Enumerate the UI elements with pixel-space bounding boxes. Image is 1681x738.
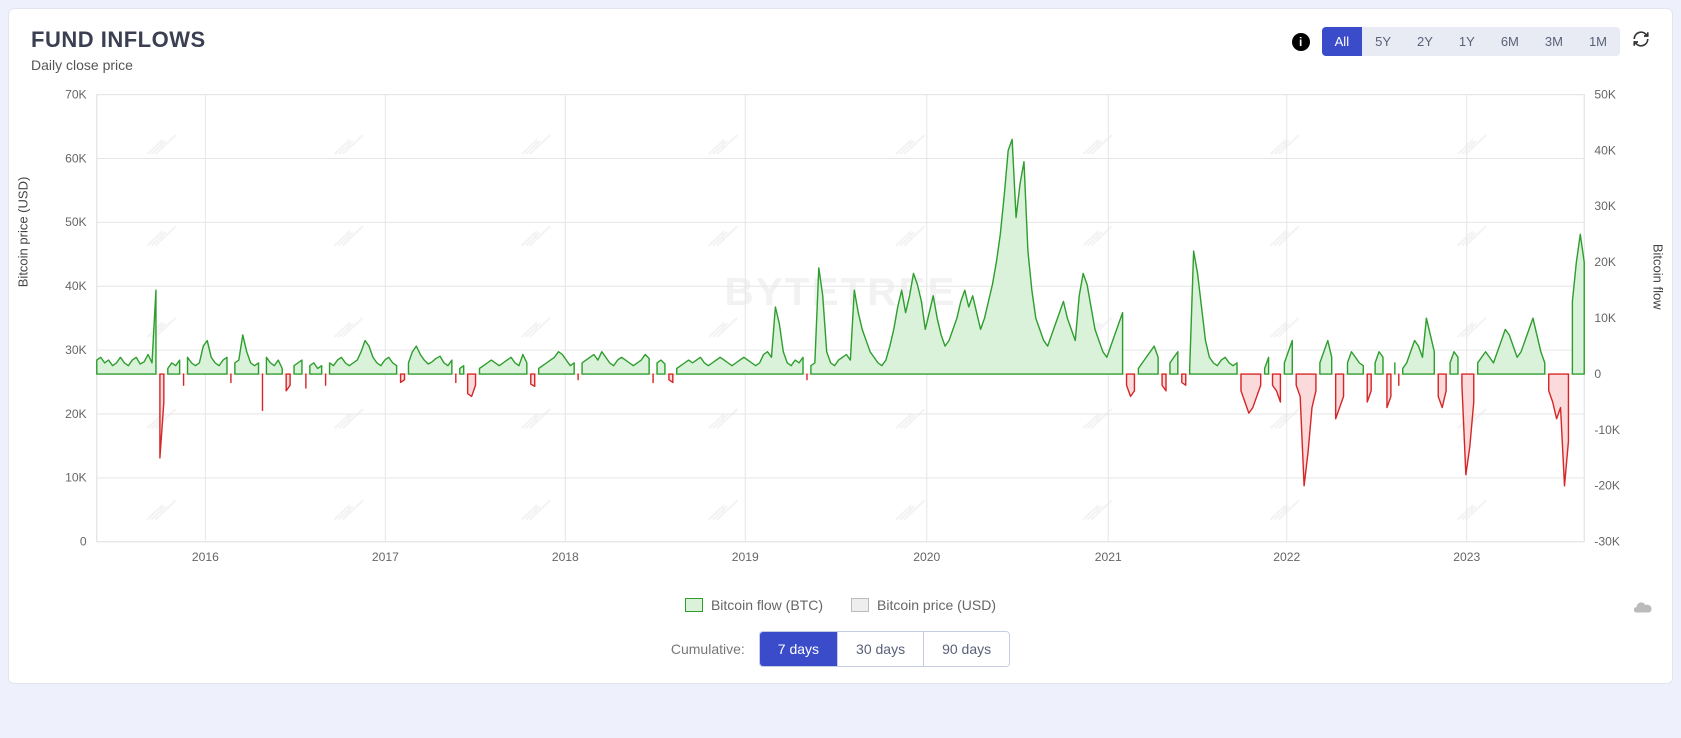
svg-text:60K: 60K xyxy=(65,152,87,166)
legend-price[interactable]: Bitcoin price (USD) xyxy=(851,597,996,613)
svg-text:-10K: -10K xyxy=(1594,423,1620,437)
chart-area: Bitcoin price (USD) Bitcoin flow BYTETRE… xyxy=(31,85,1650,585)
svg-text:-20K: -20K xyxy=(1594,479,1620,493)
legend-price-label: Bitcoin price (USD) xyxy=(877,597,996,613)
chart-svg[interactable]: BYTETREE010K20K30K40K50K60K70K-30K-20K-1… xyxy=(31,85,1650,585)
svg-text:0: 0 xyxy=(1594,367,1601,381)
cumulative-button-7-days[interactable]: 7 days xyxy=(760,632,838,666)
svg-text:2021: 2021 xyxy=(1095,550,1122,564)
svg-text:2020: 2020 xyxy=(913,550,940,564)
range-button-6m[interactable]: 6M xyxy=(1488,27,1532,56)
svg-text:50K: 50K xyxy=(65,215,87,229)
export-icon[interactable] xyxy=(1632,596,1654,623)
page-title: FUND INFLOWS xyxy=(31,27,206,53)
svg-text:0: 0 xyxy=(80,535,87,549)
svg-text:30K: 30K xyxy=(1594,200,1616,214)
svg-text:40K: 40K xyxy=(65,279,87,293)
svg-text:40K: 40K xyxy=(1594,144,1616,158)
header: FUND INFLOWS Daily close price i All5Y2Y… xyxy=(31,27,1650,73)
svg-text:70K: 70K xyxy=(65,88,87,102)
info-icon[interactable]: i xyxy=(1292,33,1310,51)
svg-text:2023: 2023 xyxy=(1453,550,1480,564)
svg-text:2019: 2019 xyxy=(732,550,759,564)
svg-text:2022: 2022 xyxy=(1273,550,1300,564)
subtitle: Daily close price xyxy=(31,57,206,73)
refresh-icon[interactable] xyxy=(1632,30,1650,53)
legend-flow-label: Bitcoin flow (BTC) xyxy=(711,597,823,613)
svg-text:2017: 2017 xyxy=(372,550,399,564)
swatch-price-icon xyxy=(851,598,869,612)
svg-text:20K: 20K xyxy=(1594,255,1616,269)
y-axis-right-label: Bitcoin flow xyxy=(1651,244,1666,310)
svg-text:50K: 50K xyxy=(1594,88,1616,102)
svg-text:-30K: -30K xyxy=(1594,535,1620,549)
title-block: FUND INFLOWS Daily close price xyxy=(31,27,206,73)
cumulative-button-30-days[interactable]: 30 days xyxy=(838,632,924,666)
range-button-3m[interactable]: 3M xyxy=(1532,27,1576,56)
range-button-all[interactable]: All xyxy=(1322,27,1362,56)
header-controls: i All5Y2Y1Y6M3M1M xyxy=(1292,27,1650,56)
legend: Bitcoin flow (BTC) Bitcoin price (USD) xyxy=(31,597,1650,613)
svg-text:20K: 20K xyxy=(65,407,87,421)
cumulative-label: Cumulative: xyxy=(671,641,745,657)
y-axis-left-label: Bitcoin price (USD) xyxy=(16,177,31,288)
fund-inflows-card: FUND INFLOWS Daily close price i All5Y2Y… xyxy=(8,8,1673,684)
cumulative-row: Cumulative: 7 days30 days90 days xyxy=(31,631,1650,667)
svg-text:10K: 10K xyxy=(1594,311,1616,325)
svg-text:2016: 2016 xyxy=(192,550,219,564)
cumulative-selector: 7 days30 days90 days xyxy=(759,631,1010,667)
svg-text:10K: 10K xyxy=(65,471,87,485)
legend-flow[interactable]: Bitcoin flow (BTC) xyxy=(685,597,823,613)
svg-text:30K: 30K xyxy=(65,343,87,357)
range-button-2y[interactable]: 2Y xyxy=(1404,27,1446,56)
cumulative-button-90-days[interactable]: 90 days xyxy=(924,632,1009,666)
svg-text:2018: 2018 xyxy=(552,550,579,564)
range-button-1y[interactable]: 1Y xyxy=(1446,27,1488,56)
swatch-flow-icon xyxy=(685,598,703,612)
range-button-5y[interactable]: 5Y xyxy=(1362,27,1404,56)
range-selector: All5Y2Y1Y6M3M1M xyxy=(1322,27,1620,56)
range-button-1m[interactable]: 1M xyxy=(1576,27,1620,56)
